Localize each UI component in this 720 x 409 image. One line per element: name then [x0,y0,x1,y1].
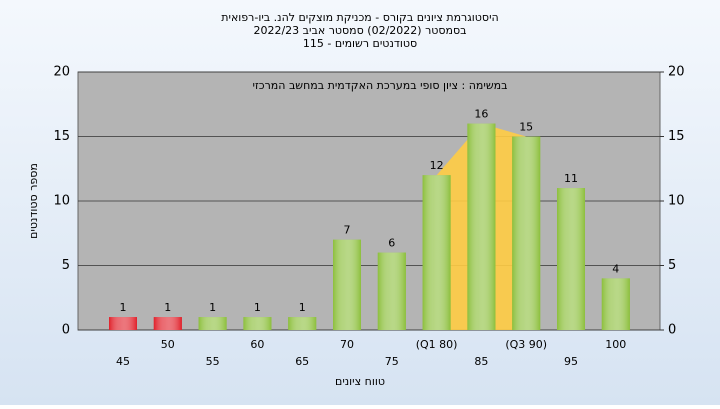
x-tick-label: (Q1 80) [416,338,458,351]
bar-shine [467,123,496,330]
x-tick-label: 70 [340,338,354,351]
bar-shine [198,317,227,330]
value-label: 12 [430,159,444,172]
y2-tick-label: 0 [668,323,676,338]
y2-tick-label: 10 [668,194,685,209]
bar-shine [333,239,361,330]
x-axis-label: טווח ציונים [335,375,385,388]
value-label: 7 [344,224,351,237]
y2-tick-label: 15 [668,129,685,144]
y-tick-label: 20 [53,65,70,80]
value-label: 1 [164,301,171,314]
bar-shine [557,188,585,330]
bar-shine [377,252,406,330]
bar-shine [109,317,137,330]
value-label: 1 [299,301,306,314]
chart-title: היסטוגרמת ציונים בקורס - מכניקת מוצקים ל… [221,11,498,24]
y-tick-label: 0 [62,323,70,338]
bar-shine [288,317,317,330]
y2-tick-label: 5 [668,258,676,273]
y-axis-label: מספר סטודנטים [27,163,40,239]
x-tick-label: 95 [564,355,578,368]
y-tick-label: 10 [53,194,70,209]
bar-shine [422,175,451,330]
value-label: 1 [209,301,216,314]
value-label: 4 [612,262,619,275]
x-tick-label: 65 [295,355,309,368]
value-label: 11 [564,172,578,185]
value-label: 1 [254,301,261,314]
value-label: 1 [120,301,127,314]
x-tick-label: 75 [385,355,399,368]
bar-shine [512,136,541,330]
bar-shine [243,317,272,330]
y2-tick-label: 20 [668,65,685,80]
x-tick-label: 85 [474,355,488,368]
x-tick-label: 55 [206,355,220,368]
value-label: 16 [474,108,488,121]
y-tick-label: 5 [62,258,70,273]
bar-shine [601,278,630,330]
subtitle: בסמסטר (02/2022) סמסטר אביב 2022/23 [253,24,466,37]
x-tick-label: 50 [161,338,175,351]
subtitle: סטודנטים רשומים - 115 [303,37,417,50]
x-tick-label: 45 [116,355,130,368]
annotation: במשימה : ציון סופי במערכת האקדמית במחשב … [253,79,508,92]
value-label: 6 [388,237,395,250]
y-tick-label: 15 [53,129,70,144]
x-tick-label: 60 [250,338,264,351]
x-tick-label: (Q3 90) [505,338,547,351]
bar-shine [153,317,182,330]
value-label: 15 [519,121,533,134]
x-tick-label: 100 [605,338,626,351]
